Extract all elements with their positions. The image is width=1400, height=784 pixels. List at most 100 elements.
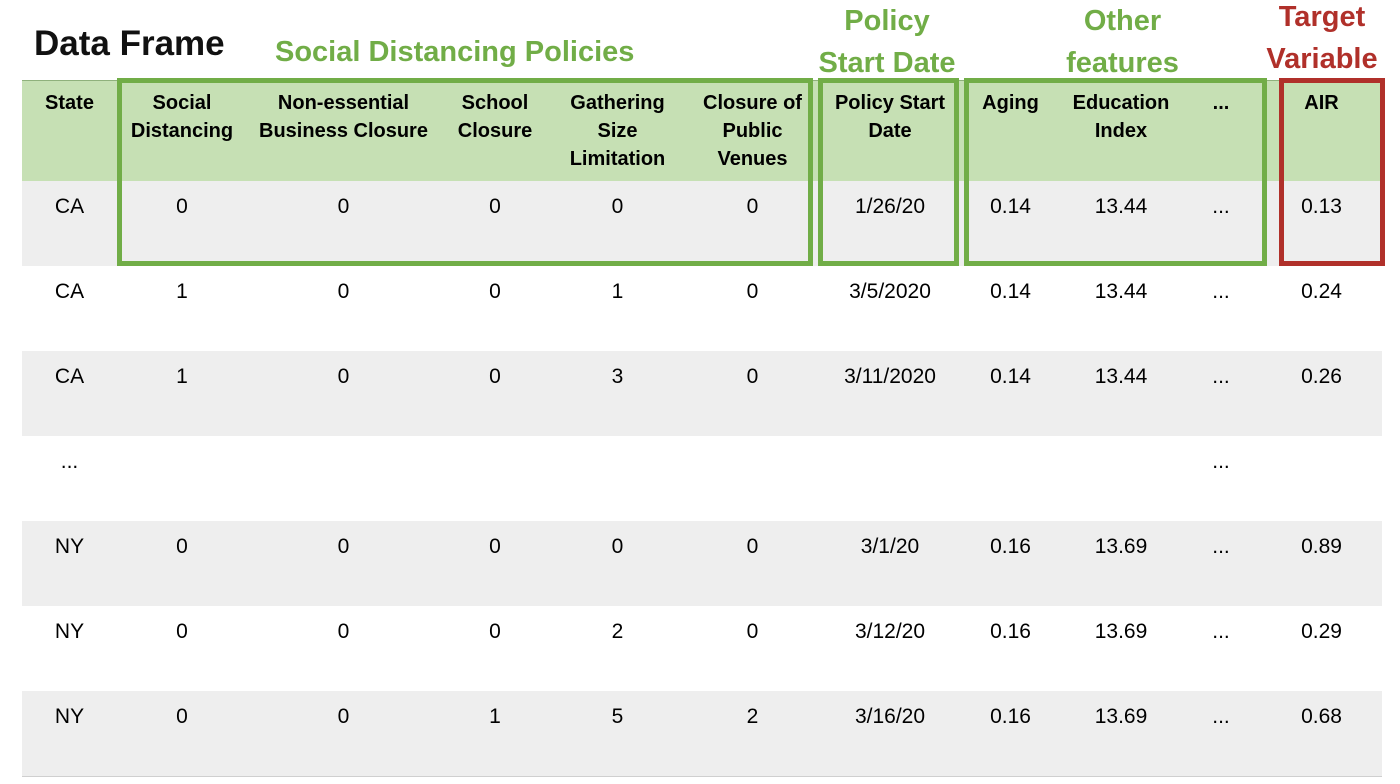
cell-public-venues: 0 — [746, 620, 759, 643]
cell-social-distancing: 1 — [176, 365, 188, 388]
cell-air: 0.26 — [1301, 365, 1342, 388]
cell-education-index: 13.44 — [1094, 195, 1148, 218]
cell-aging — [960, 436, 1061, 521]
cell-public-venues: 0 — [746, 365, 759, 388]
cell-state: CA — [54, 195, 85, 218]
cell-air — [1261, 436, 1382, 521]
cell-public-venues: 0 — [746, 195, 759, 218]
group-label-policy-line2: Start Date — [818, 47, 956, 79]
cell-school-closure: 1 — [489, 705, 501, 728]
header-aging: Aging — [982, 92, 1039, 114]
cell-ellipsis: ... — [1212, 280, 1230, 303]
header-school-closure: School Closure — [457, 92, 533, 142]
header-business-closure: Non-essential Business Closure — [259, 92, 428, 142]
cell-policy-start-date: 3/5/2020 — [849, 280, 931, 303]
cell-business-closure: 0 — [337, 195, 350, 218]
cell-air: 0.29 — [1301, 620, 1342, 643]
cell-school-closure: 0 — [489, 535, 501, 558]
group-label-target-variable: Target Variable — [1262, 0, 1382, 80]
cell-business-closure: 0 — [337, 535, 350, 558]
cell-aging: 0.14 — [990, 195, 1031, 218]
table-row: CA 0 0 0 0 0 1/26/20 0.14 13.44 ... 0.13 — [22, 181, 1382, 266]
cell-state: NY — [54, 705, 85, 728]
header-gathering-limit: Gathering Size Limitation — [569, 92, 666, 170]
cell-state: CA — [54, 365, 85, 388]
cell-school-closure: 0 — [489, 195, 501, 218]
cell-aging: 0.16 — [990, 705, 1031, 728]
cell-education-index: 13.44 — [1094, 365, 1148, 388]
cell-education-index — [1061, 436, 1181, 521]
header-public-venues: Closure of Public Venues — [703, 92, 802, 170]
cell-policy-start-date: 3/1/20 — [860, 535, 920, 558]
header-state: State — [45, 92, 94, 114]
cell-policy-start-date: 1/26/20 — [854, 195, 926, 218]
cell-gathering-limit: 0 — [611, 195, 624, 218]
cell-public-venues: 2 — [746, 705, 759, 728]
cell-aging: 0.16 — [990, 535, 1031, 558]
group-label-policy-start-date: Policy Start Date — [812, 0, 962, 84]
cell-gathering-limit: 5 — [611, 705, 624, 728]
cell-education-index: 13.69 — [1094, 620, 1148, 643]
cell-ellipsis: ... — [1212, 365, 1230, 388]
cell-public-venues — [685, 436, 820, 521]
data-frame-table: State Social Distancing Non-essential Bu… — [22, 80, 1382, 777]
group-label-target-line2: Variable — [1266, 43, 1378, 75]
table-row: NY 0 0 1 5 2 3/16/20 0.16 13.69 ... 0.68 — [22, 691, 1382, 777]
cell-aging: 0.14 — [990, 365, 1031, 388]
cell-aging: 0.16 — [990, 620, 1031, 643]
cell-gathering-limit: 2 — [611, 620, 624, 643]
header-policy-start-date: Policy Start Date — [834, 92, 946, 142]
table-row: ... ... — [22, 436, 1382, 521]
cell-aging: 0.14 — [990, 280, 1031, 303]
table-row: NY 0 0 0 0 0 3/1/20 0.16 13.69 ... 0.89 — [22, 521, 1382, 606]
table-row: CA 1 0 0 3 0 3/11/2020 0.14 13.44 ... 0.… — [22, 351, 1382, 436]
group-label-target-line1: Target — [1278, 1, 1366, 33]
cell-policy-start-date — [820, 436, 960, 521]
cell-gathering-limit: 1 — [611, 280, 624, 303]
cell-education-index: 13.44 — [1094, 280, 1148, 303]
cell-air: 0.13 — [1301, 195, 1342, 218]
cell-air: 0.24 — [1301, 280, 1342, 303]
cell-school-closure: 0 — [489, 620, 501, 643]
cell-social-distancing — [117, 436, 247, 521]
cell-social-distancing: 0 — [176, 620, 188, 643]
cell-school-closure — [440, 436, 550, 521]
cell-school-closure: 0 — [489, 280, 501, 303]
cell-social-distancing: 0 — [176, 705, 188, 728]
cell-air: 0.89 — [1301, 535, 1342, 558]
header-education-index: Education Index — [1072, 92, 1170, 142]
cell-policy-start-date: 3/16/20 — [854, 705, 926, 728]
header-air: AIR — [1304, 92, 1339, 114]
cell-policy-start-date: 3/11/2020 — [844, 365, 936, 388]
cell-ellipsis: ... — [1212, 450, 1230, 473]
group-label-other-features: Other features — [1050, 0, 1195, 84]
cell-public-venues: 0 — [746, 535, 759, 558]
cell-ellipsis: ... — [1212, 620, 1230, 643]
header-social-distancing: Social Distancing — [130, 92, 234, 142]
cell-social-distancing: 0 — [176, 195, 188, 218]
cell-social-distancing: 0 — [176, 535, 188, 558]
cell-state: ... — [60, 450, 79, 473]
cell-education-index: 13.69 — [1094, 535, 1148, 558]
cell-air: 0.68 — [1301, 705, 1342, 728]
cell-ellipsis: ... — [1212, 195, 1230, 218]
cell-education-index: 13.69 — [1094, 705, 1148, 728]
group-label-other-line1: Other — [1083, 5, 1162, 37]
cell-policy-start-date: 3/12/20 — [854, 620, 926, 643]
cell-business-closure: 0 — [337, 280, 350, 303]
group-label-other-line2: features — [1066, 47, 1179, 79]
cell-public-venues: 0 — [746, 280, 759, 303]
cell-social-distancing: 1 — [176, 280, 188, 303]
group-label-social-distancing: Social Distancing Policies — [275, 36, 635, 68]
cell-gathering-limit — [550, 436, 685, 521]
cell-business-closure — [247, 436, 440, 521]
cell-business-closure: 0 — [337, 705, 350, 728]
table-row: NY 0 0 0 2 0 3/12/20 0.16 13.69 ... 0.29 — [22, 606, 1382, 691]
cell-gathering-limit: 3 — [611, 365, 624, 388]
cell-ellipsis: ... — [1212, 705, 1230, 728]
cell-gathering-limit: 0 — [611, 535, 624, 558]
cell-school-closure: 0 — [489, 365, 501, 388]
header-ellipsis: ... — [1212, 92, 1230, 114]
cell-state: NY — [54, 620, 85, 643]
page-title: Data Frame — [34, 24, 225, 63]
